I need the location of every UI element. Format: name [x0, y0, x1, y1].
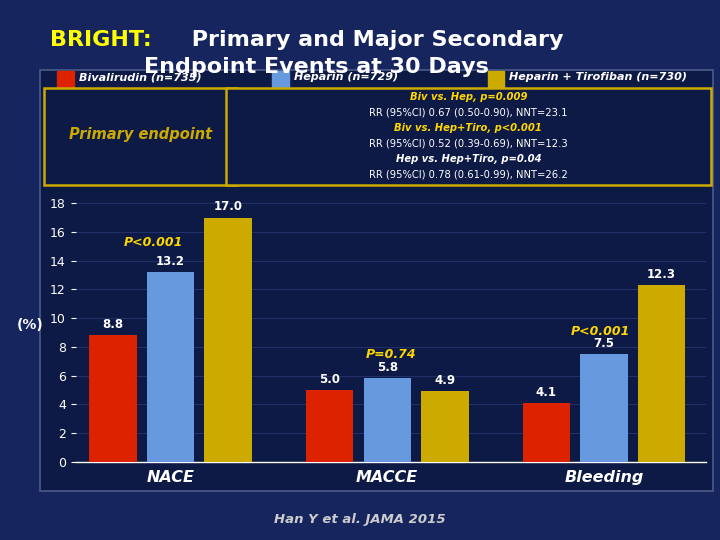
Text: 13.2: 13.2	[156, 255, 185, 268]
Text: Primary endpoint: Primary endpoint	[68, 127, 212, 142]
Text: 7.5: 7.5	[593, 337, 614, 350]
Bar	[89, 335, 137, 462]
FancyBboxPatch shape	[226, 88, 711, 185]
Text: Hep vs. Hep+Tiro, p=0.04: Hep vs. Hep+Tiro, p=0.04	[395, 154, 541, 164]
Text: 8.8: 8.8	[102, 318, 123, 331]
Bar	[272, 71, 289, 87]
Bar	[364, 379, 411, 462]
Text: Endpoint Events at 30 Days: Endpoint Events at 30 Days	[144, 57, 489, 77]
Text: RR (95%CI) 0.52 (0.39-0.69), NNT=12.3: RR (95%CI) 0.52 (0.39-0.69), NNT=12.3	[369, 139, 568, 148]
Bar	[147, 272, 194, 462]
FancyBboxPatch shape	[44, 88, 237, 185]
Bar	[57, 71, 73, 87]
Bar	[487, 71, 504, 87]
Y-axis label: (%): (%)	[17, 319, 44, 332]
Bar	[204, 218, 252, 462]
Text: RR (95%CI) 0.67 (0.50-0.90), NNT=23.1: RR (95%CI) 0.67 (0.50-0.90), NNT=23.1	[369, 107, 567, 118]
Text: 4.9: 4.9	[434, 374, 455, 387]
Bar	[306, 390, 354, 462]
Text: 4.1: 4.1	[536, 386, 557, 399]
Text: RR (95%CI) 0.78 (0.61-0.99), NNT=26.2: RR (95%CI) 0.78 (0.61-0.99), NNT=26.2	[369, 170, 568, 180]
Text: P=0.74: P=0.74	[365, 348, 416, 361]
Text: Biv vs. Hep, p=0.009: Biv vs. Hep, p=0.009	[410, 92, 527, 102]
Text: 17.0: 17.0	[214, 200, 243, 213]
Text: Heparin + Tirofiban (n=730): Heparin + Tirofiban (n=730)	[510, 72, 688, 82]
Text: Primary and Major Secondary: Primary and Major Secondary	[184, 30, 563, 50]
Bar	[580, 354, 628, 462]
Text: 5.0: 5.0	[319, 373, 340, 386]
Text: P<0.001: P<0.001	[124, 237, 183, 249]
Text: P<0.001: P<0.001	[571, 325, 630, 338]
Text: Han Y et al. JAMA 2015: Han Y et al. JAMA 2015	[274, 514, 446, 526]
Text: 5.8: 5.8	[377, 361, 397, 374]
Bar	[638, 285, 685, 462]
Text: BRIGHT:: BRIGHT:	[50, 30, 152, 50]
Text: Bivalirudin (n=735): Bivalirudin (n=735)	[79, 72, 202, 82]
Text: Heparin (n=729): Heparin (n=729)	[294, 72, 398, 82]
Bar	[421, 392, 469, 462]
Text: Biv vs. Hep+Tiro, p<0.001: Biv vs. Hep+Tiro, p<0.001	[395, 123, 542, 133]
Bar	[523, 403, 570, 462]
Text: 12.3: 12.3	[647, 268, 676, 281]
